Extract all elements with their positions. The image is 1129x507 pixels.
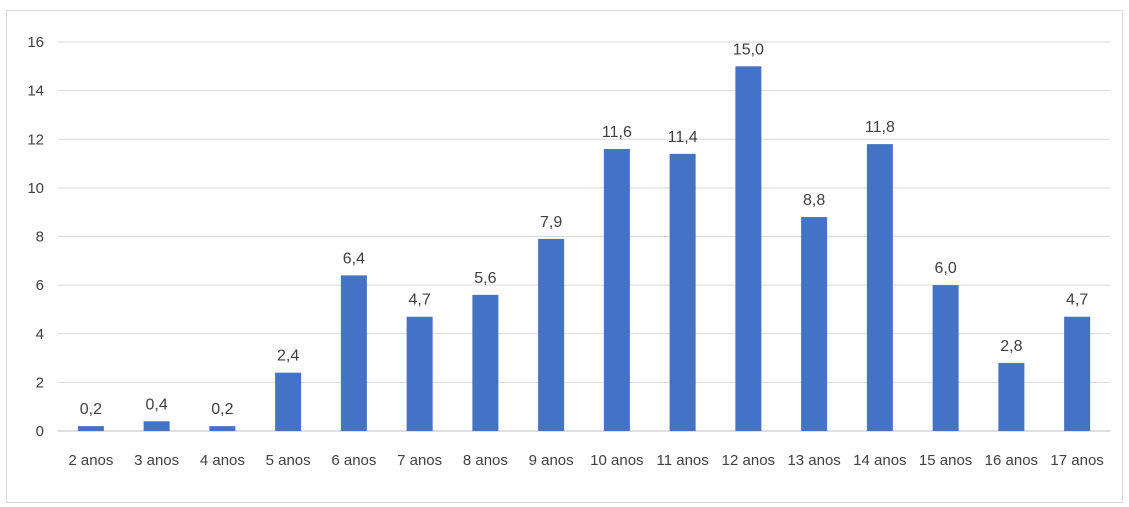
x-tick-label-7: 9 anos <box>529 452 574 469</box>
x-tick-label-12: 14 anos <box>853 452 906 469</box>
bar-9 <box>669 153 696 431</box>
bar-5 <box>406 316 433 431</box>
bar-1 <box>143 421 170 431</box>
data-label-3: 2,4 <box>277 348 299 365</box>
data-label-10: 15,0 <box>733 41 764 58</box>
x-tick-label-0: 2 anos <box>68 452 113 469</box>
x-tick-label-10: 12 anos <box>722 452 775 469</box>
y-tick-label-16: 16 <box>27 34 44 51</box>
x-tick-label-1: 3 anos <box>134 452 179 469</box>
bar-7 <box>538 238 565 431</box>
bar-2 <box>209 426 236 431</box>
x-tick-label-13: 15 anos <box>919 452 972 469</box>
y-tick-label-8: 8 <box>36 229 44 246</box>
x-tick-label-8: 10 anos <box>590 452 643 469</box>
y-tick-label-4: 4 <box>36 326 44 343</box>
bar-15 <box>1064 316 1091 431</box>
y-tick-label-10: 10 <box>27 180 44 197</box>
bar-4 <box>340 275 367 431</box>
bar-12 <box>866 144 893 432</box>
y-tick-label-6: 6 <box>36 277 44 294</box>
bar-6 <box>472 294 499 431</box>
bar-8 <box>603 148 630 431</box>
data-label-15: 4,7 <box>1066 292 1088 309</box>
data-label-4: 6,4 <box>343 250 365 267</box>
data-label-9: 11,4 <box>668 129 698 146</box>
x-tick-label-11: 13 anos <box>787 452 840 469</box>
y-tick-label-12: 12 <box>27 131 44 148</box>
bar-10 <box>735 66 762 431</box>
bar-3 <box>275 372 302 431</box>
data-label-8: 11,6 <box>602 124 632 141</box>
x-tick-label-3: 5 anos <box>266 452 311 469</box>
bar-0 <box>77 426 104 431</box>
data-label-11: 8,8 <box>803 192 825 209</box>
x-tick-label-14: 16 anos <box>985 452 1038 469</box>
y-tick-label-0: 0 <box>36 423 44 440</box>
y-tick-label-2: 2 <box>36 374 44 391</box>
y-tick-label-14: 14 <box>27 83 44 100</box>
data-label-1: 0,4 <box>146 396 168 413</box>
data-label-13: 6,0 <box>935 260 957 277</box>
data-label-0: 0,2 <box>80 401 102 418</box>
x-tick-label-15: 17 anos <box>1050 452 1103 469</box>
x-tick-label-2: 4 anos <box>200 452 245 469</box>
x-tick-label-4: 6 anos <box>331 452 376 469</box>
data-label-2: 0,2 <box>211 401 233 418</box>
data-label-12: 11,8 <box>865 119 895 136</box>
bar-13 <box>932 285 959 431</box>
data-label-6: 5,6 <box>474 270 496 287</box>
bar-14 <box>998 362 1025 431</box>
x-tick-label-5: 7 anos <box>397 452 442 469</box>
data-label-7: 7,9 <box>540 214 562 231</box>
x-tick-label-9: 11 anos <box>656 452 708 469</box>
x-tick-label-6: 8 anos <box>463 452 508 469</box>
data-label-5: 4,7 <box>409 292 431 309</box>
bar-11 <box>801 217 828 431</box>
data-label-14: 2,8 <box>1000 338 1022 355</box>
